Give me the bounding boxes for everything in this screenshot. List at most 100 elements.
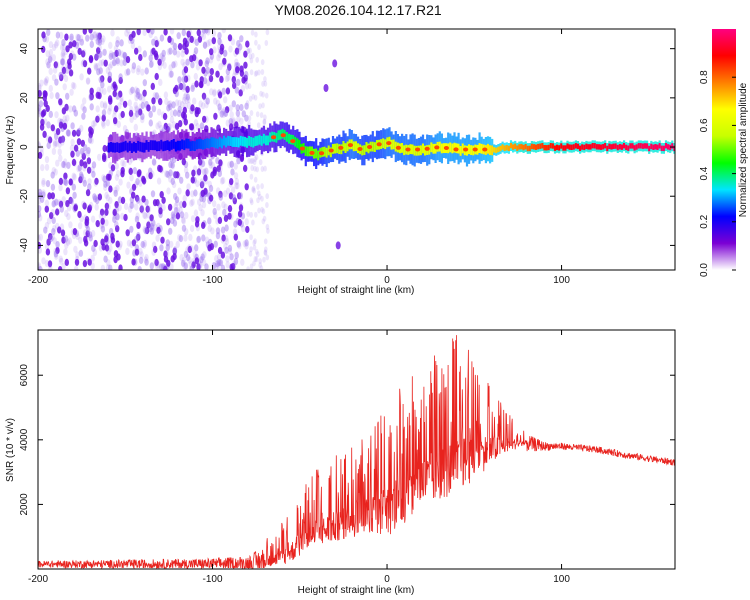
noise-speckle [154, 92, 159, 100]
noise-speckle [100, 225, 106, 233]
noise-speckle [149, 223, 155, 231]
noise-speckle [64, 66, 70, 74]
noise-speckle [61, 52, 66, 61]
ridge-core [505, 145, 508, 151]
noise-speckle [104, 235, 109, 243]
top-plot-frame [37, 28, 676, 271]
x-tick-label: -200 [28, 275, 48, 286]
ridge-core [164, 140, 167, 151]
noise-speckle [217, 216, 223, 224]
noise-speckle [209, 48, 214, 56]
noise-speckle [200, 180, 205, 188]
noise-speckle [253, 256, 258, 262]
noise-speckle [186, 96, 191, 104]
noise-speckle [170, 217, 175, 225]
ridge-core [193, 141, 196, 151]
noise-speckle [248, 47, 252, 54]
noise-speckle [115, 184, 120, 192]
noise-speckle [71, 129, 77, 137]
ridge-core [457, 143, 460, 154]
noise-speckle [130, 86, 135, 94]
noise-speckle [221, 29, 226, 34]
noise-speckle [169, 110, 175, 118]
noise-speckle [246, 266, 250, 270]
noise-speckle [80, 60, 86, 68]
noise-speckle [38, 265, 43, 270]
y-tick-label: -40 [19, 238, 30, 253]
noise-speckle [100, 238, 105, 246]
noise-speckle [98, 59, 103, 67]
noise-speckle [255, 166, 259, 173]
noise-speckle [207, 224, 212, 232]
noise-speckle [237, 218, 242, 226]
noise-speckle [184, 211, 189, 220]
noise-speckle [250, 199, 254, 206]
noise-speckle [43, 77, 48, 85]
noise-speckle [137, 266, 142, 270]
noise-speckle [229, 253, 234, 261]
noise-speckle [243, 164, 248, 172]
noise-speckle [249, 158, 254, 165]
noise-speckle [58, 136, 63, 144]
noise-speckle [86, 147, 91, 155]
x-axis-label: Height of straight line (km) [298, 285, 415, 296]
noise-speckle [252, 159, 257, 166]
noise-speckle [151, 105, 157, 113]
noise-speckle [221, 234, 226, 242]
ridge-core [269, 132, 272, 143]
noise-speckle [185, 93, 190, 101]
ridge-core [627, 145, 630, 151]
noise-speckle [234, 182, 239, 190]
noise-speckle [260, 195, 264, 202]
noise-speckle [202, 94, 207, 102]
ridge-peak-dot [280, 133, 286, 138]
noise-speckle [234, 177, 240, 186]
noise-speckle [51, 167, 56, 175]
noise-speckle [93, 64, 99, 72]
noise-speckle [170, 211, 176, 219]
ridge-core [128, 141, 131, 151]
noise-speckle [208, 161, 213, 169]
noise-speckle [194, 257, 200, 265]
ridge-core [419, 145, 423, 156]
ridge-core [587, 144, 590, 150]
noise-speckle [39, 195, 45, 203]
noise-speckle [57, 199, 62, 207]
noise-speckle [146, 221, 151, 229]
ridge-core [520, 143, 523, 150]
noise-speckle [240, 85, 246, 93]
noise-speckle [262, 256, 266, 263]
noise-speckle [134, 215, 140, 223]
ridge-core [570, 144, 573, 150]
ridge-core [304, 146, 307, 156]
noise-speckle [202, 251, 207, 259]
noise-speckle [136, 221, 141, 229]
noise-speckle [94, 177, 99, 185]
noise-speckle [216, 187, 221, 195]
noise-speckle [198, 204, 203, 212]
colorbar-tick-label: 0.2 [699, 214, 710, 228]
noise-speckle [87, 178, 92, 186]
noise-speckle [41, 177, 46, 186]
ridge-core [267, 135, 270, 146]
noise-speckle [197, 198, 202, 206]
noise-speckle [124, 69, 129, 77]
noise-speckle [78, 34, 84, 43]
noise-speckle [219, 75, 224, 83]
noise-speckle [76, 165, 81, 173]
noise-speckle [142, 50, 147, 58]
noise-speckle [227, 247, 233, 256]
ridge-core [298, 139, 301, 150]
noise-speckle [218, 159, 223, 167]
ridge-core [145, 140, 148, 150]
noise-speckle [223, 96, 228, 104]
ridge-core [212, 137, 215, 148]
snr-plot-area [38, 335, 675, 569]
noise-speckle [85, 189, 91, 197]
noise-speckle [38, 210, 42, 218]
noise-speckle [247, 157, 251, 164]
noise-speckle [151, 47, 156, 55]
noise-speckle [50, 209, 56, 217]
noise-speckle [202, 115, 207, 123]
noise-speckle [233, 220, 238, 228]
